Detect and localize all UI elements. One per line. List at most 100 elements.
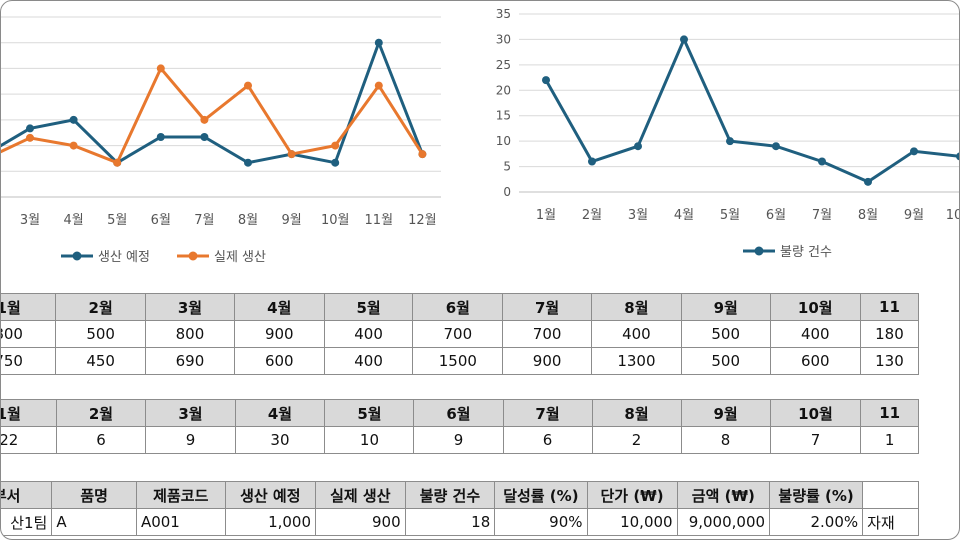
table-cell[interactable]: 1500 (412, 347, 504, 375)
column-header[interactable]: 7월 (502, 293, 593, 321)
column-header[interactable]: 1월 (1, 293, 57, 321)
column-header[interactable]: 9월 (680, 399, 771, 427)
table-cell[interactable]: 10 (324, 426, 415, 454)
table-cell[interactable]: 6 (55, 426, 147, 454)
legend-label-plan: 생산 예정 (98, 250, 150, 265)
table-cell[interactable]: 700 (412, 320, 504, 348)
column-header[interactable]: 10월 (769, 399, 862, 427)
production-line-chart[interactable]: 3월 4월 5월 6월 7월 8월 9월 10월 11월 12월 생산 예정 실제 생산 (1, 1, 461, 286)
column-header[interactable]: 3월 (145, 399, 236, 427)
table-cell[interactable]: 9 (145, 426, 236, 454)
table-cell[interactable]: 900 (315, 508, 406, 536)
table-cell[interactable]: 9,000,000 (676, 508, 771, 536)
column-header[interactable]: 6월 (413, 399, 504, 427)
table-cell[interactable]: 900 (233, 320, 325, 348)
x-tick-label: 7월 (812, 208, 832, 223)
y-tick-label: 0 (503, 185, 511, 199)
column-header[interactable]: 8월 (591, 399, 682, 427)
column-header[interactable]: 불량 건수 (404, 481, 496, 509)
table-cell[interactable]: 450 (55, 347, 147, 375)
column-header[interactable]: 단가 (₩) (586, 481, 678, 509)
column-header[interactable]: 2월 (55, 399, 147, 427)
data-point (69, 141, 78, 150)
column-header[interactable]: 9월 (680, 293, 771, 321)
table-cell[interactable]: 750 (1, 347, 57, 375)
column-header[interactable]: 6월 (412, 293, 504, 321)
data-point (418, 150, 427, 159)
table-cell[interactable]: 1 (860, 426, 919, 454)
table-cell[interactable]: 600 (769, 347, 861, 375)
table-cell[interactable]: 180 (859, 320, 920, 348)
data-point (680, 35, 688, 44)
defect-line-chart[interactable]: 0 5 10 15 20 25 30 35 1월 2월 3월 4월 5월 6월 7월 8월 9월 10월 불량 … (479, 1, 959, 286)
table-cell[interactable]: 700 (502, 320, 593, 348)
table-cell[interactable]: 400 (323, 320, 414, 348)
column-header[interactable]: 실제 생산 (315, 481, 406, 509)
column-header[interactable]: 11 (859, 293, 920, 321)
column-header[interactable]: 4월 (234, 399, 326, 427)
data-point (588, 157, 596, 166)
table-cell[interactable]: 400 (591, 320, 682, 348)
column-header[interactable]: 품명 (51, 481, 137, 509)
table-cell[interactable]: 800 (1, 320, 57, 348)
data-point (818, 157, 826, 166)
table-cell[interactable]: 8 (680, 426, 771, 454)
table-cell[interactable]: 9 (413, 426, 504, 454)
column-header[interactable]: 불량률 (%) (769, 481, 864, 509)
table-cell[interactable]: 500 (55, 320, 147, 348)
legend-marker-defect (754, 246, 764, 256)
table-cell[interactable]: 400 (323, 347, 414, 375)
column-header[interactable]: 제품코드 (135, 481, 226, 509)
table-cell[interactable]: 690 (145, 347, 235, 375)
table-cell[interactable]: 2 (591, 426, 682, 454)
column-header[interactable]: 5월 (323, 293, 414, 321)
table-cell[interactable]: 18 (404, 508, 496, 536)
table-cell[interactable]: 6 (502, 426, 593, 454)
data-point (542, 76, 550, 85)
column-header[interactable] (862, 481, 919, 509)
data-point (287, 150, 296, 159)
table-cell[interactable]: 산1팀 (1, 508, 53, 536)
column-header[interactable]: 7월 (502, 399, 593, 427)
column-header[interactable]: 3월 (145, 293, 235, 321)
table-cell[interactable]: 900 (502, 347, 593, 375)
table-cell[interactable]: 1,000 (224, 508, 317, 536)
data-point (864, 177, 872, 186)
table-cell[interactable]: A001 (135, 508, 226, 536)
table-cell[interactable]: 자재 (862, 508, 919, 536)
table-cell[interactable]: 90% (494, 508, 588, 536)
column-header[interactable]: 5월 (324, 399, 415, 427)
x-tick-label: 6월 (151, 213, 171, 228)
column-header[interactable]: 금액 (₩) (676, 481, 771, 509)
data-point (26, 124, 34, 133)
data-point (331, 141, 340, 150)
table-cell[interactable]: 22 (1, 426, 57, 454)
x-tick-label: 10월 (946, 208, 959, 223)
data-point (374, 81, 383, 90)
table-cell[interactable]: 400 (769, 320, 861, 348)
table-cell[interactable]: 7 (769, 426, 862, 454)
column-header[interactable]: 4월 (233, 293, 325, 321)
table-cell[interactable]: 500 (680, 320, 771, 348)
column-header[interactable]: 달성률 (%) (494, 481, 588, 509)
table-cell[interactable]: 2.00% (769, 508, 864, 536)
column-header[interactable]: 생산 예정 (224, 481, 317, 509)
column-header[interactable]: 2월 (55, 293, 147, 321)
x-tick-label: 5월 (107, 213, 127, 228)
column-header[interactable]: 1월 (1, 399, 57, 427)
table-cell[interactable]: 600 (233, 347, 325, 375)
table-cell[interactable]: A (51, 508, 137, 536)
column-header[interactable]: 11 (860, 399, 919, 427)
table-cell[interactable]: 130 (859, 347, 920, 375)
column-header[interactable]: 10월 (769, 293, 861, 321)
table-cell[interactable]: 800 (145, 320, 235, 348)
table-cell[interactable]: 30 (234, 426, 326, 454)
table-cell[interactable]: 10,000 (586, 508, 678, 536)
column-header[interactable]: 8월 (591, 293, 682, 321)
table-cell[interactable]: 500 (680, 347, 771, 375)
column-header[interactable]: 부서 (1, 481, 53, 509)
data-point (69, 115, 78, 124)
table-cell[interactable]: 1300 (591, 347, 682, 375)
x-tick-label: 11월 (365, 213, 394, 228)
